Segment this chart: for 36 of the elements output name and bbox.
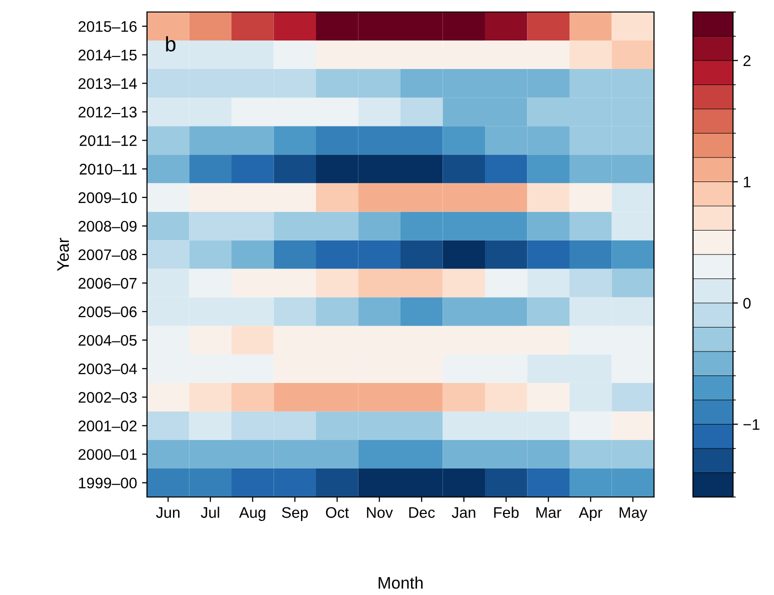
y-tick-label: 2012–13 — [78, 106, 137, 118]
y-tick-label: 2004–05 — [78, 334, 137, 346]
y-tick-label: 2000–01 — [78, 449, 137, 460]
y-tick-label: 2014–15 — [78, 50, 137, 60]
y-tick-label: 2005–06 — [78, 306, 137, 318]
y-tick-label: 2013–14 — [78, 78, 137, 90]
x-tick-label: Jan — [452, 507, 476, 518]
y-tick-label: 2007–08 — [78, 249, 137, 260]
x-axis-title: Month — [378, 576, 423, 589]
color-bar-label: 1 — [744, 176, 750, 188]
x-tick-label: Feb — [494, 506, 519, 518]
y-tick-label: 2006–07 — [78, 278, 137, 289]
y-tick-label: 2010–11 — [80, 164, 137, 175]
x-tick-label: Mar — [536, 507, 562, 518]
x-tick-label: Apr — [578, 507, 602, 521]
x-tick-label: Dec — [409, 507, 435, 518]
y-tick-label: 2009–10 — [78, 192, 137, 204]
y-axis-title: Year — [57, 238, 69, 271]
y-tick-label: 2001–02 — [78, 420, 137, 432]
color-bar-label: 0 — [743, 298, 751, 309]
x-tick-label: May — [620, 507, 648, 521]
x-tick-label: Jul — [200, 506, 220, 518]
y-tick-label: 2002–03 — [78, 392, 137, 403]
x-tick-label: Aug — [239, 507, 266, 521]
y-tick-label: 2011–12 — [80, 135, 137, 146]
x-tick-label: Jun — [156, 507, 180, 518]
y-tick-label: 2008–09 — [78, 220, 137, 232]
x-tick-label: Nov — [367, 507, 393, 518]
x-tick-label: Sep — [282, 507, 308, 521]
color-bar-label: −1 — [743, 419, 760, 430]
y-tick-label: 2003–04 — [78, 363, 137, 374]
x-tick-label: Oct — [326, 507, 349, 518]
annotation: b — [166, 36, 176, 52]
y-tick-label: 1999–00 — [78, 478, 137, 488]
y-tick-label: 2015–16 — [78, 21, 137, 32]
color-bar-label: 2 — [743, 55, 750, 66]
